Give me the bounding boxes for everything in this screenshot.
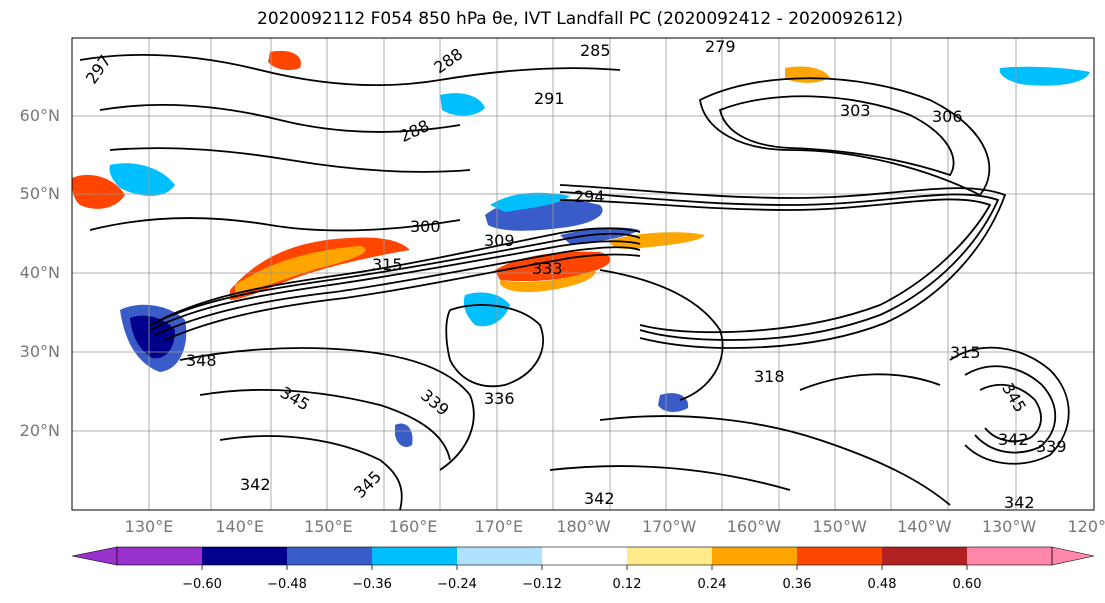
shade-negative-central	[463, 292, 510, 327]
colorbar-tick-label: −0.24	[437, 577, 477, 592]
colorbar-segment	[287, 547, 372, 565]
colorbar-tick-label: −0.36	[352, 577, 392, 592]
theta-e-contours	[79, 53, 1070, 510]
lat-label: 30°N	[19, 342, 60, 361]
contour-label: 285	[580, 41, 611, 60]
contour-label: 291	[534, 89, 565, 108]
map-title: 2020092112 F054 850 hPa θe, IVT Landfall…	[257, 9, 903, 29]
lon-label: 170°E	[474, 517, 524, 536]
lon-label: 120°W	[1067, 517, 1105, 536]
contour-label: 339	[1036, 437, 1067, 456]
colorbar-tick-label: 0.48	[867, 577, 897, 592]
shade-positive-nw	[72, 174, 125, 209]
lon-label: 130°E	[124, 517, 174, 536]
colorbar-segment	[117, 547, 202, 565]
colorbar-tick-label: 0.24	[697, 577, 727, 592]
shade-negative-west-mid	[109, 163, 175, 196]
contour-label: 315	[950, 343, 981, 362]
contour-label: 279	[705, 37, 736, 56]
colorbar-tick-label: −0.48	[267, 577, 307, 592]
shade-negative-se	[658, 393, 689, 412]
colorbar-tick-label: 0.36	[782, 577, 812, 592]
colorbar-segment	[372, 547, 457, 565]
contour-label: 342	[998, 430, 1029, 449]
lon-label: 140°E	[215, 517, 265, 536]
colorbar-min-extend	[71, 546, 118, 566]
contour-label: 309	[484, 231, 515, 250]
contour-label: 342	[240, 475, 271, 494]
shade-positive-jet-west-2	[235, 246, 366, 295]
shade-positive-jet-west	[230, 237, 410, 300]
colorbar-tick-label: −0.60	[182, 577, 222, 592]
colorbar-tick-label: −0.12	[522, 577, 562, 592]
shade-negative-sw	[395, 423, 413, 447]
shaded-field	[72, 50, 1090, 447]
shade-negative-north	[440, 93, 485, 116]
contour-label: 315	[372, 255, 403, 274]
contour-label: 348	[186, 351, 217, 370]
colorbar-segment	[882, 547, 967, 565]
colorbar-frame	[116, 546, 1053, 566]
lat-label: 20°N	[19, 421, 60, 440]
colorbar	[71, 546, 1095, 570]
colorbar-segment	[712, 547, 797, 565]
lat-label: 60°N	[19, 106, 60, 125]
lon-label: 140°W	[897, 517, 952, 536]
lat-label: 50°N	[19, 184, 60, 203]
colorbar-segment	[797, 547, 882, 565]
colorbar-segment	[627, 547, 712, 565]
contour-label: 342	[1004, 493, 1035, 512]
map-frame	[71, 37, 1095, 511]
colorbar-segment	[457, 547, 542, 565]
contour-label: 300	[410, 217, 441, 236]
lon-label: 160°E	[388, 517, 438, 536]
lon-label: 150°E	[304, 517, 353, 536]
shade-positive-nnw	[268, 50, 301, 70]
shade-positive-central-2	[499, 270, 596, 292]
colorbar-max-extend	[1051, 546, 1095, 566]
contour-label: 306	[932, 107, 963, 126]
lon-label: 170°W	[642, 517, 697, 536]
shade-negative-northeast	[999, 66, 1090, 86]
lon-label: 130°W	[981, 517, 1037, 536]
contour-label: 336	[484, 389, 515, 408]
colorbar-segment	[967, 547, 1052, 565]
colorbar-tick-label: 0.12	[612, 577, 642, 592]
contour-label: 333	[532, 259, 563, 278]
shade-negative-jet-north-2	[490, 192, 570, 212]
lon-label: 160°W	[726, 517, 782, 536]
contour-label: 303	[840, 101, 871, 120]
lon-label: 180°W	[556, 517, 611, 536]
colorbar-segment	[202, 547, 287, 565]
shade-negative-west-2	[130, 315, 175, 359]
contour-label: 294	[574, 187, 605, 206]
colorbar-tick-label: 0.60	[952, 577, 982, 592]
gridlines	[72, 38, 1094, 510]
lat-label: 40°N	[19, 263, 60, 282]
shade-negative-jet-band	[560, 227, 640, 244]
colorbar-segment	[542, 547, 627, 565]
contour-label: 342	[584, 489, 615, 508]
contour-label: 318	[754, 367, 785, 386]
lon-label: 150°W	[812, 517, 867, 536]
